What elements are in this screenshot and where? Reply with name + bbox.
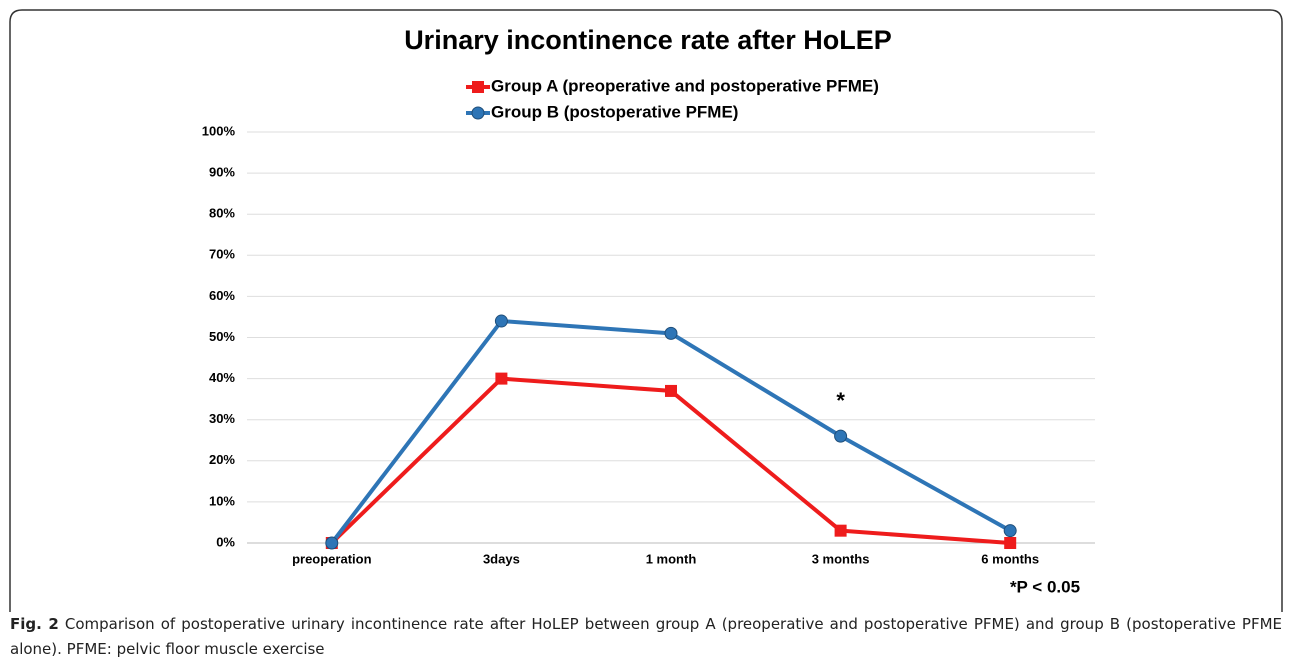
y-tick-label: 0%: [216, 534, 235, 549]
annotation: *: [836, 388, 845, 413]
y-tick-label: 30%: [209, 411, 235, 426]
x-tick-label: 6 months: [981, 551, 1039, 566]
marker: [1004, 537, 1017, 549]
y-tick-label: 80%: [209, 206, 235, 221]
frame: [9, 9, 1283, 612]
marker: [471, 106, 485, 120]
x-tick-label: 3 months: [812, 551, 870, 566]
y-tick-label: 50%: [209, 329, 235, 344]
caption-label: Fig. 2: [10, 615, 59, 633]
marker: [834, 524, 847, 537]
legend-label: Group A (preoperative and postoperative …: [491, 76, 879, 95]
marker: [495, 372, 508, 385]
y-tick-label: 10%: [209, 493, 235, 508]
chart: Urinary incontinence rate after HoLEP 0%…: [9, 9, 1283, 612]
x-tick-label: 3days: [483, 551, 520, 566]
series-line: [330, 319, 1012, 545]
marker: [494, 314, 508, 328]
marker: [1003, 524, 1017, 538]
x-tick-label: 1 month: [646, 551, 697, 566]
y-tick-label: 100%: [202, 123, 236, 138]
marker: [325, 536, 339, 550]
marker: [834, 429, 848, 443]
x-tick-label: preoperation: [292, 551, 372, 566]
marker: [665, 384, 677, 397]
legend-label: Group B (postoperative PFME): [491, 102, 738, 121]
y-tick-label: 20%: [209, 452, 235, 467]
y-tick-label: 60%: [209, 288, 235, 303]
y-tick-label: 40%: [209, 370, 235, 385]
y-tick-label: 70%: [209, 247, 235, 262]
marker: [472, 81, 484, 93]
marker: [664, 326, 678, 340]
caption-text: Comparison of postoperative urinary inco…: [10, 615, 1282, 658]
chart-title: Urinary incontinence rate after HoLEP: [404, 25, 892, 55]
annotation: *P < 0.05: [1010, 577, 1080, 596]
y-tick-label: 90%: [209, 165, 235, 180]
caption: Fig. 2 Comparison of postoperative urina…: [10, 612, 1282, 662]
